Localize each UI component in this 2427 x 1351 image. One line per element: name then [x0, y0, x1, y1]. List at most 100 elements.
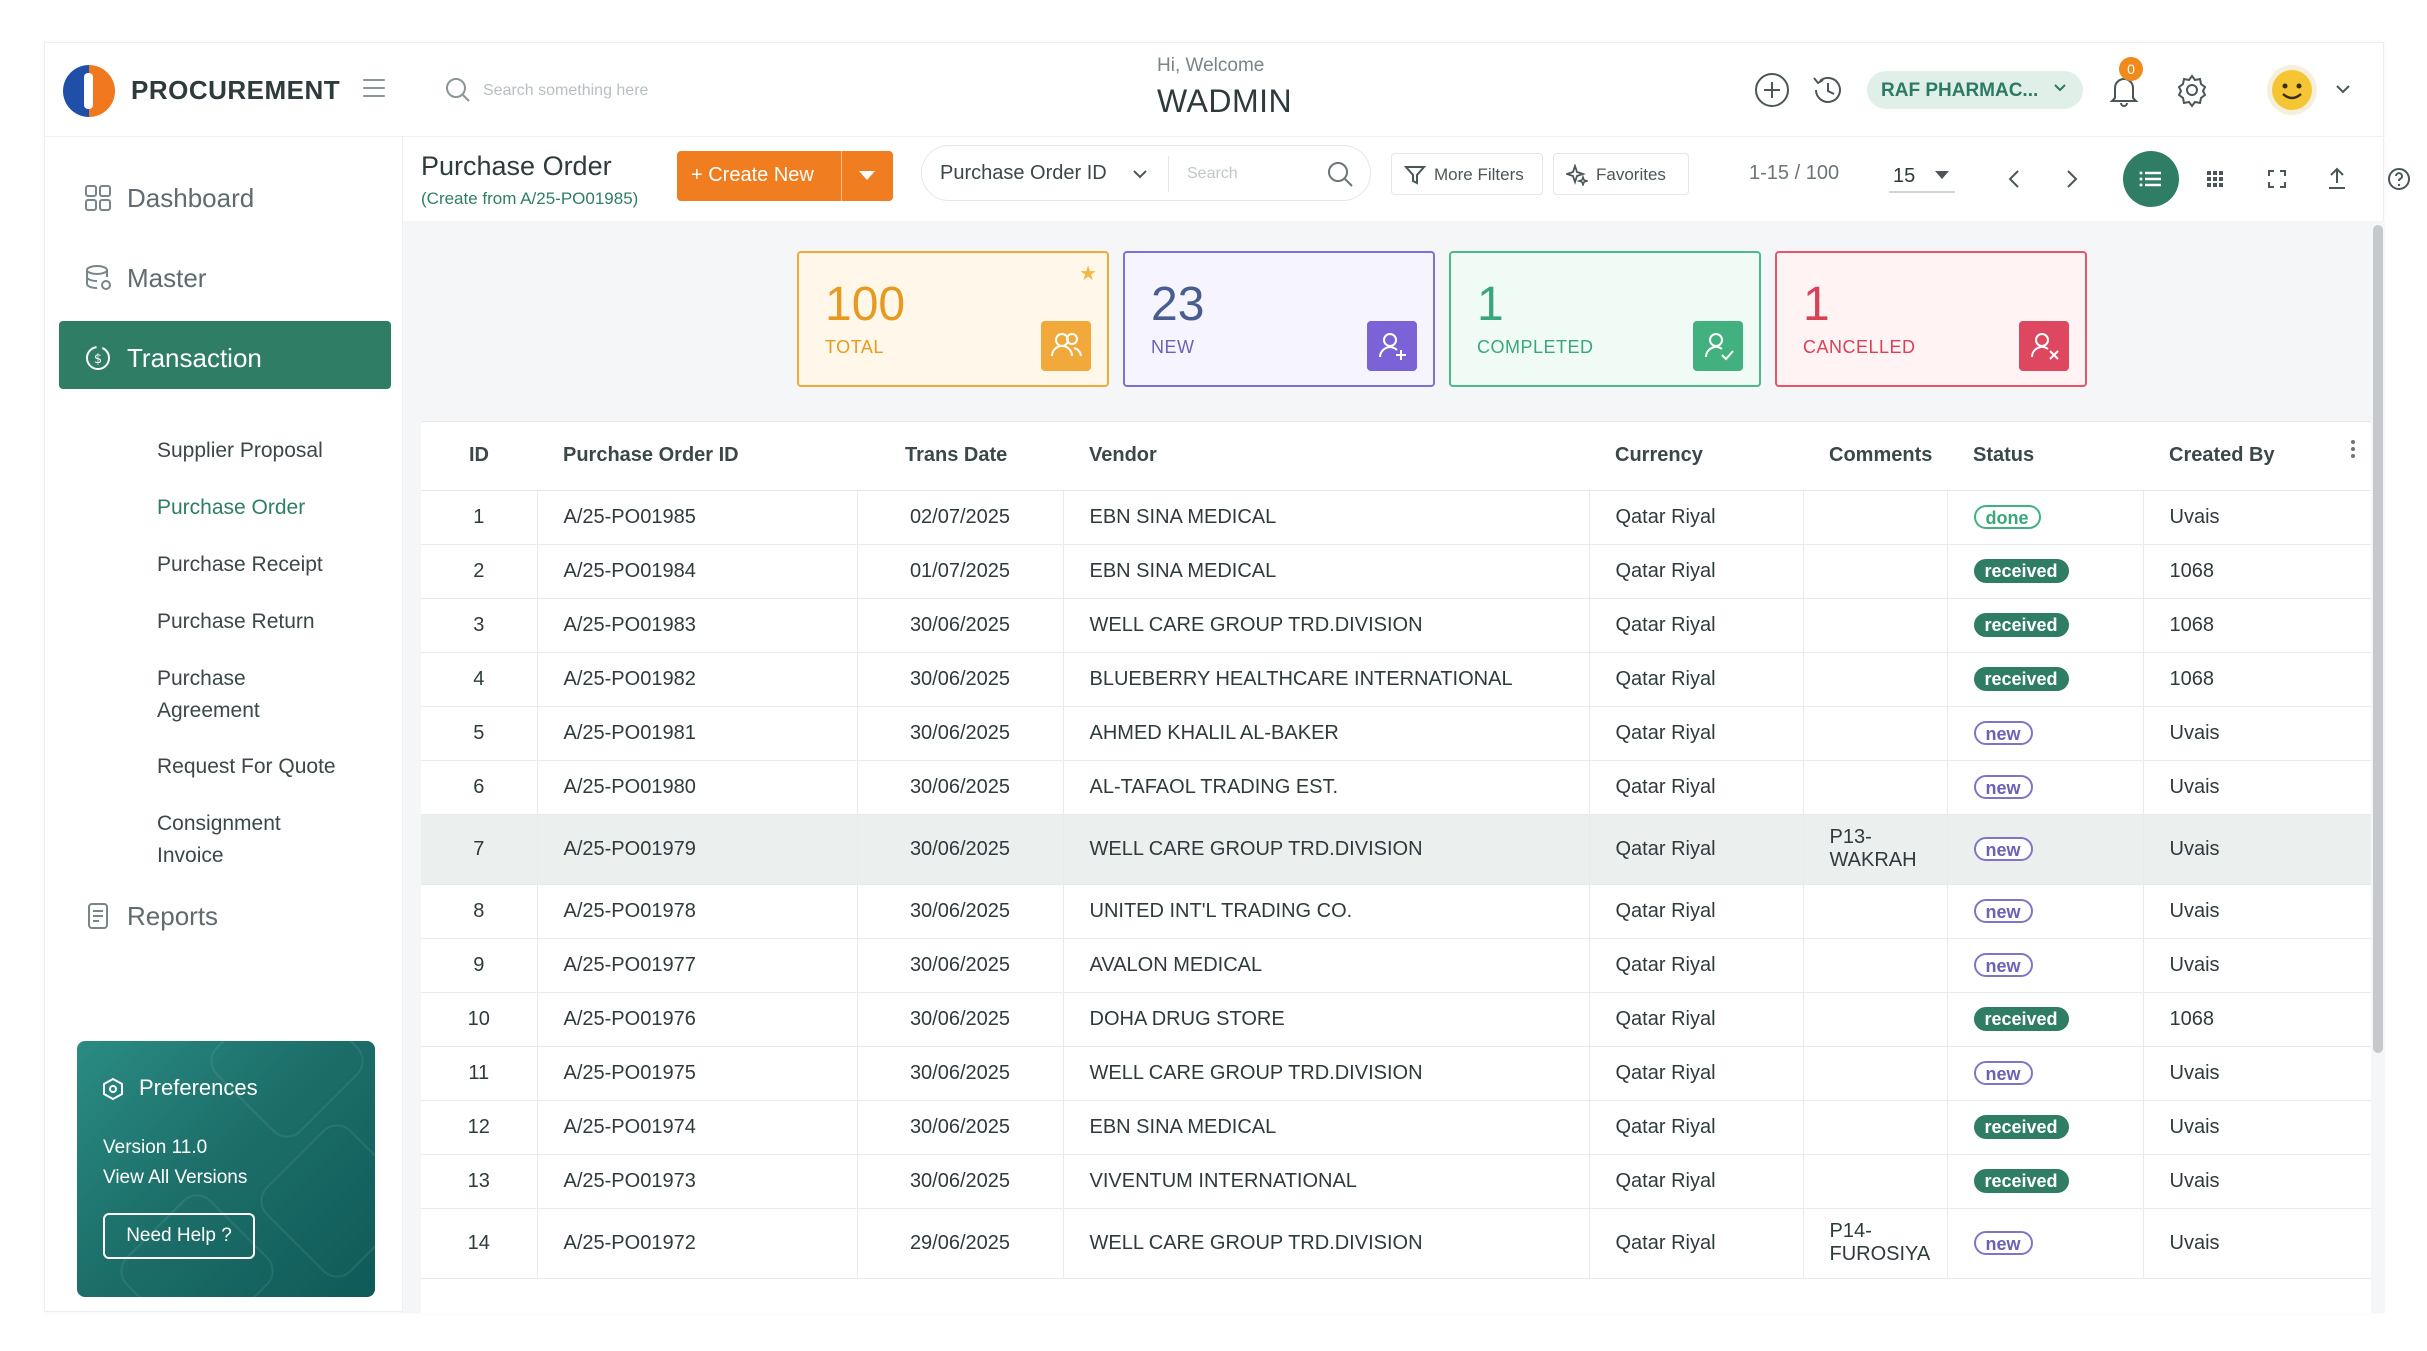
- more-filters-button[interactable]: More Filters: [1391, 153, 1543, 195]
- avatar[interactable]: [2267, 65, 2317, 115]
- cell-vendor: WELL CARE GROUP TRD.DIVISION: [1063, 1046, 1590, 1101]
- cell-vendor: AVALON MEDICAL: [1063, 938, 1590, 993]
- gear-icon[interactable]: [2173, 71, 2211, 109]
- table-row[interactable]: 5 A/25-PO01981 30/06/2025 AHMED KHALIL AL-B…: [421, 706, 2371, 761]
- list-view-button[interactable]: [2123, 151, 2179, 207]
- column-header-currency[interactable]: Currency: [1589, 422, 1803, 491]
- sidebar-item-master[interactable]: Master: [59, 241, 391, 309]
- cell-comments: [1803, 1100, 1948, 1155]
- cell-status: received: [1947, 992, 2144, 1047]
- table-row[interactable]: 1 A/25-PO01985 02/07/2025 EBN SINA MEDICAL Q…: [421, 490, 2371, 545]
- sidebar-subitem-supplier-proposal[interactable]: Supplier Proposal: [157, 439, 323, 462]
- grid-view-icon[interactable]: [2197, 161, 2233, 197]
- sidebar-subitem-purchase-receipt[interactable]: Purchase Receipt: [157, 553, 323, 576]
- kpi-card-cancelled[interactable]: 1 CANCELLED: [1775, 251, 2087, 387]
- table-row[interactable]: 3 A/25-PO01983 30/06/2025 WELL CARE GROUP T…: [421, 598, 2371, 653]
- search-icon[interactable]: [1326, 160, 1354, 188]
- sidebar-subitem-purchase-return[interactable]: Purchase Return: [157, 610, 315, 633]
- cell-po-id: A/25-PO01973: [537, 1154, 858, 1209]
- column-header-vendor[interactable]: Vendor: [1063, 422, 1589, 491]
- cell-status: received: [1947, 1100, 2144, 1155]
- column-header-trans-date[interactable]: Trans Date: [857, 422, 1063, 491]
- table-row[interactable]: 9 A/25-PO01977 30/06/2025 AVALON MEDICAL Qat…: [421, 938, 2371, 993]
- cell-currency: Qatar Riyal: [1589, 652, 1804, 707]
- chevron-down-icon[interactable]: [1132, 168, 1148, 180]
- version-text: Version 11.0: [103, 1137, 208, 1158]
- chevron-left-icon[interactable]: [1997, 161, 2033, 197]
- menu-toggle-icon[interactable]: [363, 79, 385, 99]
- view-all-versions-link[interactable]: View All Versions: [103, 1167, 248, 1188]
- scrollbar-thumb[interactable]: [2373, 225, 2383, 1053]
- cell-vendor: WELL CARE GROUP TRD.DIVISION: [1063, 1208, 1590, 1279]
- kpi-card-total[interactable]: ★ 100 TOTAL: [797, 251, 1109, 387]
- kpi-card-completed[interactable]: 1 COMPLETED: [1449, 251, 1761, 387]
- column-header-po-id[interactable]: Purchase Order ID: [537, 422, 857, 491]
- cell-po-id: A/25-PO01976: [537, 992, 858, 1047]
- welcome-text: Hi, Welcome: [1157, 55, 1265, 76]
- table-row[interactable]: 8 A/25-PO01978 30/06/2025 UNITED INT'L TRAD…: [421, 884, 2371, 939]
- cell-po-id: A/25-PO01977: [537, 938, 858, 993]
- chevron-right-icon[interactable]: [2053, 161, 2089, 197]
- sidebar-subitem-purchase-order[interactable]: Purchase Order: [157, 496, 306, 519]
- cell-comments: P13-WAKRAH: [1803, 814, 1948, 885]
- welcome-block: Hi, Welcome WADMIN: [1135, 55, 1375, 120]
- star-icon[interactable]: ★: [1079, 263, 1097, 285]
- table-row[interactable]: 10 A/25-PO01976 30/06/2025 DOHA DRUG STORE Q…: [421, 992, 2371, 1047]
- kpi-value: 1: [1477, 278, 1504, 331]
- user-add-icon: [1367, 321, 1417, 371]
- column-header-id[interactable]: ID: [421, 422, 537, 491]
- table-row[interactable]: 7 A/25-PO01979 30/06/2025 WELL CARE GROUP T…: [421, 814, 2371, 885]
- sidebar-subitem-consignment-invoice[interactable]: Consignment Invoice: [157, 812, 281, 867]
- status-badge: new: [1973, 898, 2033, 923]
- column-header-created-by[interactable]: Created By: [2143, 422, 2371, 491]
- search-icon[interactable]: [445, 77, 471, 103]
- sidebar-item-transaction[interactable]: $ Transaction: [59, 321, 391, 389]
- caret-down-icon[interactable]: [859, 171, 875, 180]
- create-new-button[interactable]: + Create New: [677, 151, 893, 201]
- column-header-comments[interactable]: Comments: [1803, 422, 1947, 491]
- company-selector[interactable]: RAF PHARMAC...: [1867, 71, 2083, 109]
- cell-comments: [1803, 992, 1948, 1047]
- help-icon[interactable]: [2381, 161, 2417, 197]
- cell-id: 13: [421, 1154, 538, 1209]
- sidebar-subitem-purchase-agreement[interactable]: Purchase Agreement: [157, 667, 260, 722]
- table-row[interactable]: 4 A/25-PO01982 30/06/2025 BLUEBERRY HEALTHC…: [421, 652, 2371, 707]
- fullscreen-icon[interactable]: [2259, 161, 2295, 197]
- cell-vendor: WELL CARE GROUP TRD.DIVISION: [1063, 814, 1590, 885]
- caret-down-icon: [1935, 171, 1949, 179]
- cell-currency: Qatar Riyal: [1589, 760, 1804, 815]
- sidebar-item-reports[interactable]: Reports: [59, 879, 391, 947]
- column-header-status[interactable]: Status: [1947, 422, 2143, 491]
- need-help-button[interactable]: Need Help ?: [103, 1213, 255, 1259]
- table-row[interactable]: 12 A/25-PO01974 30/06/2025 EBN SINA MEDICAL…: [421, 1100, 2371, 1155]
- table-row[interactable]: 11 A/25-PO01975 30/06/2025 WELL CARE GROUP …: [421, 1046, 2371, 1101]
- kpi-label: CANCELLED: [1803, 337, 1916, 357]
- user-cancel-icon: [2019, 321, 2069, 371]
- favorites-button[interactable]: Favorites: [1553, 153, 1689, 195]
- sidebar-subitem-request-for-quote[interactable]: Request For Quote: [157, 755, 336, 778]
- chevron-down-icon[interactable]: [2335, 83, 2351, 95]
- sidebar-item-dashboard[interactable]: Dashboard: [59, 161, 391, 229]
- grid-icon: [85, 185, 111, 211]
- cell-id: 7: [421, 814, 538, 885]
- add-circle-icon[interactable]: [1753, 71, 1791, 109]
- cell-id: 4: [421, 652, 538, 707]
- cell-trans-date: 30/06/2025: [857, 760, 1064, 815]
- cell-comments: [1803, 706, 1948, 761]
- cell-created-by: Uvais: [2143, 1154, 2371, 1209]
- table-row[interactable]: 14 A/25-PO01972 29/06/2025 WELL CARE GROUP …: [421, 1208, 2371, 1279]
- history-icon[interactable]: [1809, 71, 1847, 109]
- table-row[interactable]: 6 A/25-PO01980 30/06/2025 AL-TAFAOL TRADING…: [421, 760, 2371, 815]
- column-menu-icon[interactable]: [2349, 440, 2357, 462]
- upload-icon[interactable]: [2319, 161, 2355, 197]
- page-size-select[interactable]: 15: [1889, 157, 1955, 193]
- table-row[interactable]: 13 A/25-PO01973 30/06/2025 VIVENTUM INTERNA…: [421, 1154, 2371, 1209]
- kpi-label: NEW: [1151, 337, 1195, 357]
- vertical-scrollbar[interactable]: [2371, 221, 2385, 1313]
- filter-search-input[interactable]: [1168, 156, 1318, 192]
- table-row[interactable]: 2 A/25-PO01984 01/07/2025 EBN SINA MEDICAL Q…: [421, 544, 2371, 599]
- kpi-card-new[interactable]: 23 NEW: [1123, 251, 1435, 387]
- page-title: Purchase Order: [421, 151, 612, 181]
- filter-field-select[interactable]: Purchase Order ID: [940, 162, 1107, 184]
- search-input[interactable]: [483, 79, 743, 103]
